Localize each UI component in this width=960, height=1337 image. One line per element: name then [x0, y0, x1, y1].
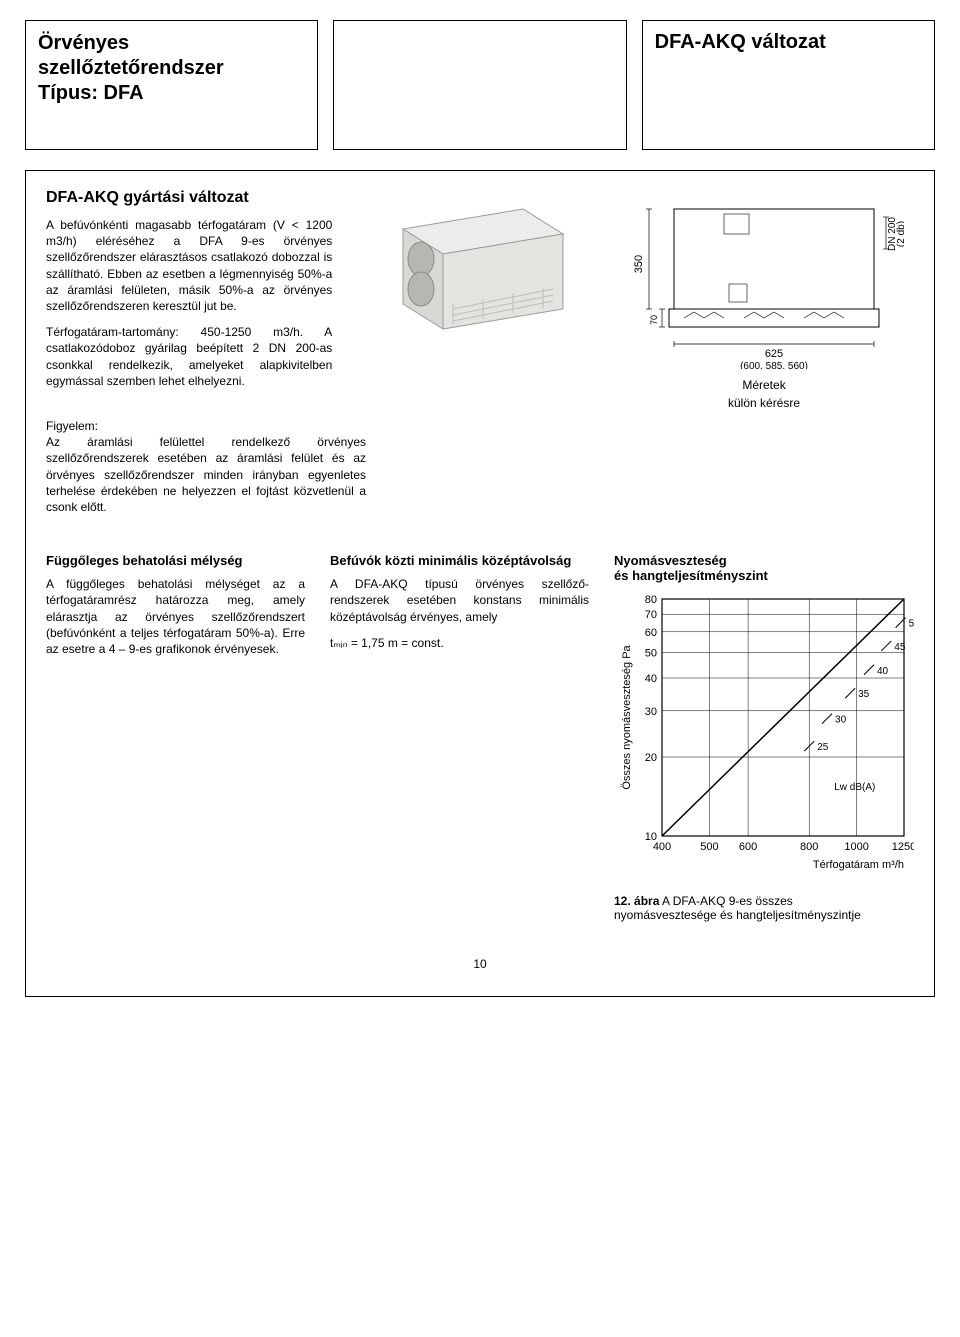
lcol2-eq: tₘᵢₙ = 1,75 m = const. — [330, 635, 589, 651]
figyelem-head: Figyelem: — [46, 418, 366, 434]
header-box-variant: DFA-AKQ változat — [642, 20, 935, 150]
svg-text:45: 45 — [894, 642, 906, 653]
lcol-3: Nyomásveszteség és hangteljesítményszint… — [614, 553, 914, 922]
top-columns: DFA-AKQ gyártási változat A befúvónkénti… — [46, 189, 914, 410]
svg-text:800: 800 — [800, 841, 818, 853]
svg-text:60: 60 — [645, 627, 657, 639]
product-title: Örvényes szellőztetőrendszer Típus: DFA — [38, 31, 305, 106]
lcol1-head: Függőleges behatolási mélység — [46, 553, 305, 568]
meretek-label: Méretek — [742, 378, 785, 392]
pressure-chart: 4005006008001000125010203040506070802530… — [614, 591, 914, 881]
dim-svg: 350 70 DN 200 (2 db) 625 — [624, 189, 904, 369]
title-l3: Típus: DFA — [38, 82, 144, 104]
figyelem-text: Az áramlási felülettel rendelkező örvény… — [46, 434, 366, 515]
svg-text:70: 70 — [645, 609, 657, 621]
header-box-title: Örvényes szellőztetőrendszer Típus: DFA — [25, 20, 318, 150]
para-1: A befúvónkénti magasabb térfogatáram (V … — [46, 217, 332, 314]
dim-70: 70 — [649, 315, 659, 325]
lcol-2: Befúvók közti minimális középtávolság A … — [330, 553, 589, 922]
device-svg — [373, 189, 573, 349]
lcol2-head: Befúvók közti minimális középtávolság — [330, 553, 589, 568]
svg-text:10: 10 — [645, 831, 657, 843]
dimension-drawing: 350 70 DN 200 (2 db) 625 — [614, 189, 914, 410]
device-illustration — [357, 189, 589, 349]
title-l2: szellőztetőrendszer — [38, 57, 224, 79]
svg-text:30: 30 — [835, 715, 847, 726]
dim-625: 625 — [765, 348, 783, 360]
svg-text:Lw dB(A): Lw dB(A) — [834, 782, 875, 793]
para-2: Térfogatáram-tartomány: 450-1250 m3/h. A… — [46, 324, 332, 389]
svg-text:25: 25 — [817, 742, 829, 753]
title-l1: Örvényes — [38, 32, 129, 54]
lcol3-h2: és hangteljesítményszint — [614, 568, 768, 583]
text-column: DFA-AKQ gyártási változat A befúvónkénti… — [46, 189, 332, 399]
lcol3-h1: Nyomásveszteség — [614, 553, 727, 568]
chart-caption: 12. ábra A DFA-AKQ 9-es összes nyomásves… — [614, 894, 894, 922]
warning-block: Figyelem: Az áramlási felülettel rendelk… — [46, 418, 366, 515]
lcol1-p: A függőleges behatolási mélységet az a t… — [46, 576, 305, 657]
svg-text:1250: 1250 — [892, 841, 914, 853]
svg-text:30: 30 — [645, 706, 657, 718]
dim-350: 350 — [633, 255, 645, 273]
svg-text:40: 40 — [877, 666, 889, 677]
lower-columns: Függőleges behatolási mélység A függőleg… — [46, 553, 914, 922]
header-row: Örvényes szellőztetőrendszer Típus: DFA … — [25, 20, 935, 150]
lcol2-p: A DFA-AKQ típusú örvényes szellőző-rends… — [330, 576, 589, 625]
dim-dn2: (2 db) — [896, 221, 904, 247]
svg-text:35: 35 — [858, 689, 870, 700]
svg-text:Összes nyomásveszteség Pa: Összes nyomásveszteség Pa — [621, 645, 633, 790]
lcol3-head: Nyomásveszteség és hangteljesítményszint — [614, 553, 914, 583]
page-number: 10 — [46, 957, 914, 971]
svg-text:80: 80 — [645, 594, 657, 606]
svg-text:600: 600 — [739, 841, 757, 853]
svg-text:50: 50 — [909, 619, 914, 630]
lcol-1: Függőleges behatolási mélység A függőleg… — [46, 553, 305, 922]
svg-text:50: 50 — [645, 648, 657, 660]
svg-text:Térfogatáram m³/h: Térfogatáram m³/h — [813, 859, 904, 871]
variant-title: DFA-AKQ változat — [655, 31, 922, 54]
header-box-middle — [333, 20, 626, 150]
svg-text:20: 20 — [645, 752, 657, 764]
svg-text:500: 500 — [700, 841, 718, 853]
svg-text:1000: 1000 — [844, 841, 868, 853]
main-frame: DFA-AKQ gyártási változat A befúvónkénti… — [25, 170, 935, 997]
dim-625s: (600, 585, 560) — [740, 361, 808, 369]
chart-wrap: 4005006008001000125010203040506070802530… — [614, 591, 914, 884]
section-heading: DFA-AKQ gyártási változat — [46, 189, 332, 207]
svg-text:40: 40 — [645, 673, 657, 685]
kulon-label: külön kérésre — [728, 396, 800, 410]
caption-bold: 12. ábra — [614, 894, 659, 908]
